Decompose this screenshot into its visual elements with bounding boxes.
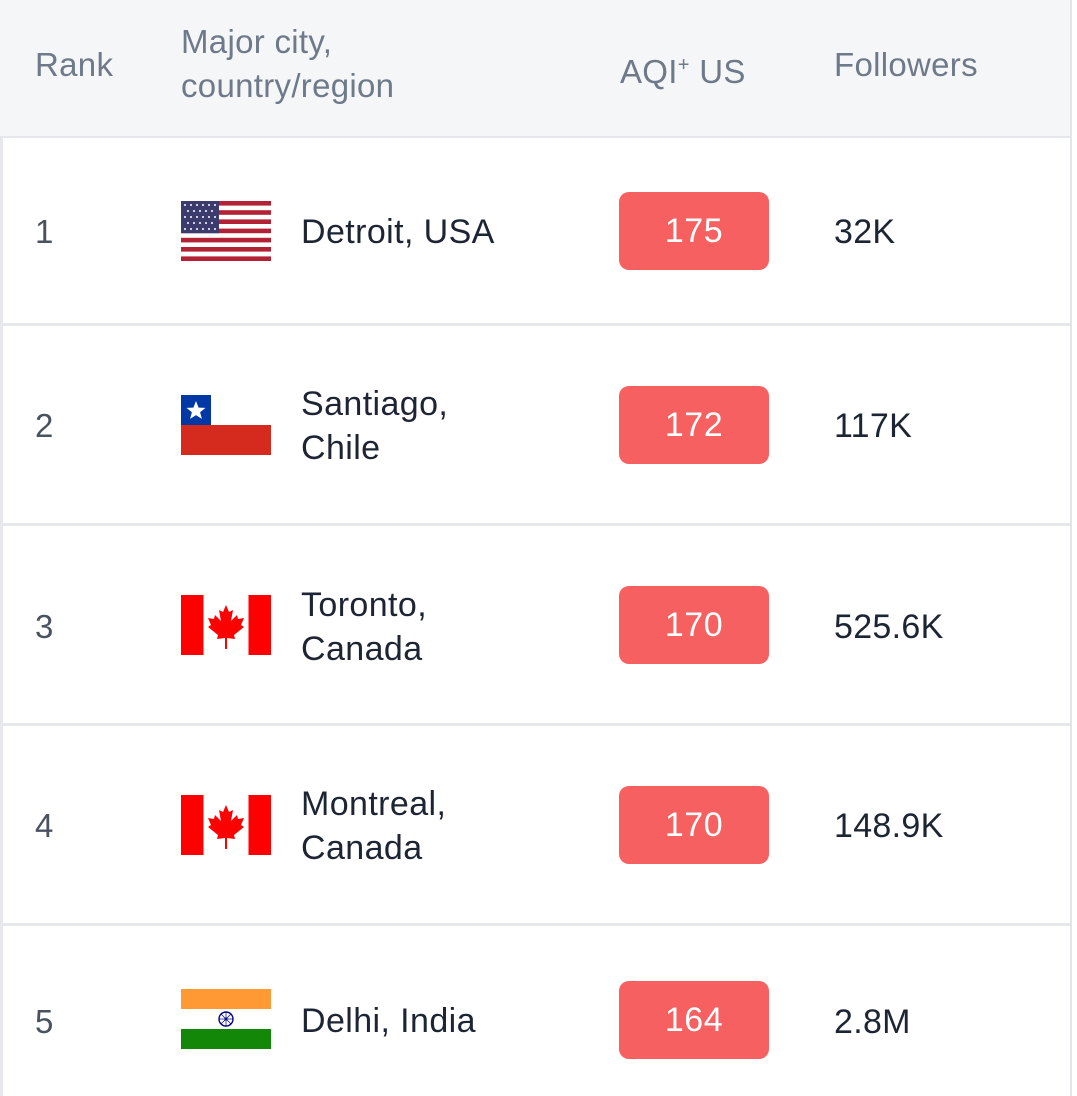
canada-flag-icon: [181, 595, 271, 655]
city-line2: Canada: [301, 630, 423, 668]
table-row[interactable]: 3 Toronto, Canada 170 525.6K: [3, 526, 1070, 723]
table-header: Rank Major city, country/region AQI+ US …: [0, 0, 1070, 138]
header-aqi[interactable]: AQI+ US: [620, 43, 746, 94]
followers-count: 525.6K: [834, 608, 944, 646]
aqi-badge: 164: [619, 981, 769, 1059]
chile-flag-icon: [181, 395, 271, 455]
header-city-line2: country/region: [181, 67, 395, 104]
rank-cell: 3: [35, 608, 54, 645]
aqi-badge: 170: [619, 786, 769, 864]
followers-count: 2.8M: [834, 1003, 911, 1041]
aqi-badge: 172: [619, 386, 769, 464]
city-line1: Montreal,: [301, 785, 447, 823]
rank-cell: 5: [35, 1003, 54, 1040]
header-city[interactable]: Major city, country/region: [181, 20, 394, 108]
followers-count: 148.9K: [834, 807, 944, 845]
rank-cell: 2: [35, 407, 54, 444]
city-name[interactable]: Santiago, Chile: [301, 382, 448, 470]
followers-count: 32K: [834, 213, 896, 251]
canada-flag-icon: [181, 795, 271, 855]
header-aqi-sup: +: [677, 54, 690, 76]
city-line1: Toronto,: [301, 586, 428, 624]
aqi-badge: 170: [619, 586, 769, 664]
city-name[interactable]: Delhi, India: [301, 999, 476, 1043]
table-row[interactable]: 4 Montreal, Canada 170 148.9K: [3, 726, 1070, 923]
aqi-badge: 175: [619, 192, 769, 270]
followers-count: 117K: [834, 407, 913, 445]
india-flag-icon: [181, 989, 271, 1049]
city-line1: Santiago,: [301, 385, 449, 423]
header-city-line1: Major city,: [181, 23, 333, 60]
city-line1: Delhi, India: [301, 1002, 476, 1040]
table-row[interactable]: 5 Delhi, India 164 2.8M: [3, 926, 1070, 1096]
table-row[interactable]: 1 Detroit, USA 175 32K: [3, 138, 1070, 323]
header-followers[interactable]: Followers: [834, 46, 978, 83]
city-line2: Canada: [301, 829, 423, 867]
table-row[interactable]: 2 Santiago, Chile 172 117K: [3, 326, 1070, 523]
header-aqi-unit: US: [689, 53, 746, 90]
city-name[interactable]: Toronto, Canada: [301, 583, 427, 671]
rank-cell: 4: [35, 807, 54, 844]
header-rank[interactable]: Rank: [35, 46, 114, 83]
city-line1: Detroit, USA: [301, 213, 495, 251]
usa-flag-icon: [181, 201, 271, 261]
city-name[interactable]: Detroit, USA: [301, 210, 495, 254]
city-line2: Chile: [301, 429, 381, 467]
rank-cell: 1: [35, 213, 54, 250]
header-aqi-label: AQI: [620, 53, 678, 90]
city-name[interactable]: Montreal, Canada: [301, 782, 446, 870]
